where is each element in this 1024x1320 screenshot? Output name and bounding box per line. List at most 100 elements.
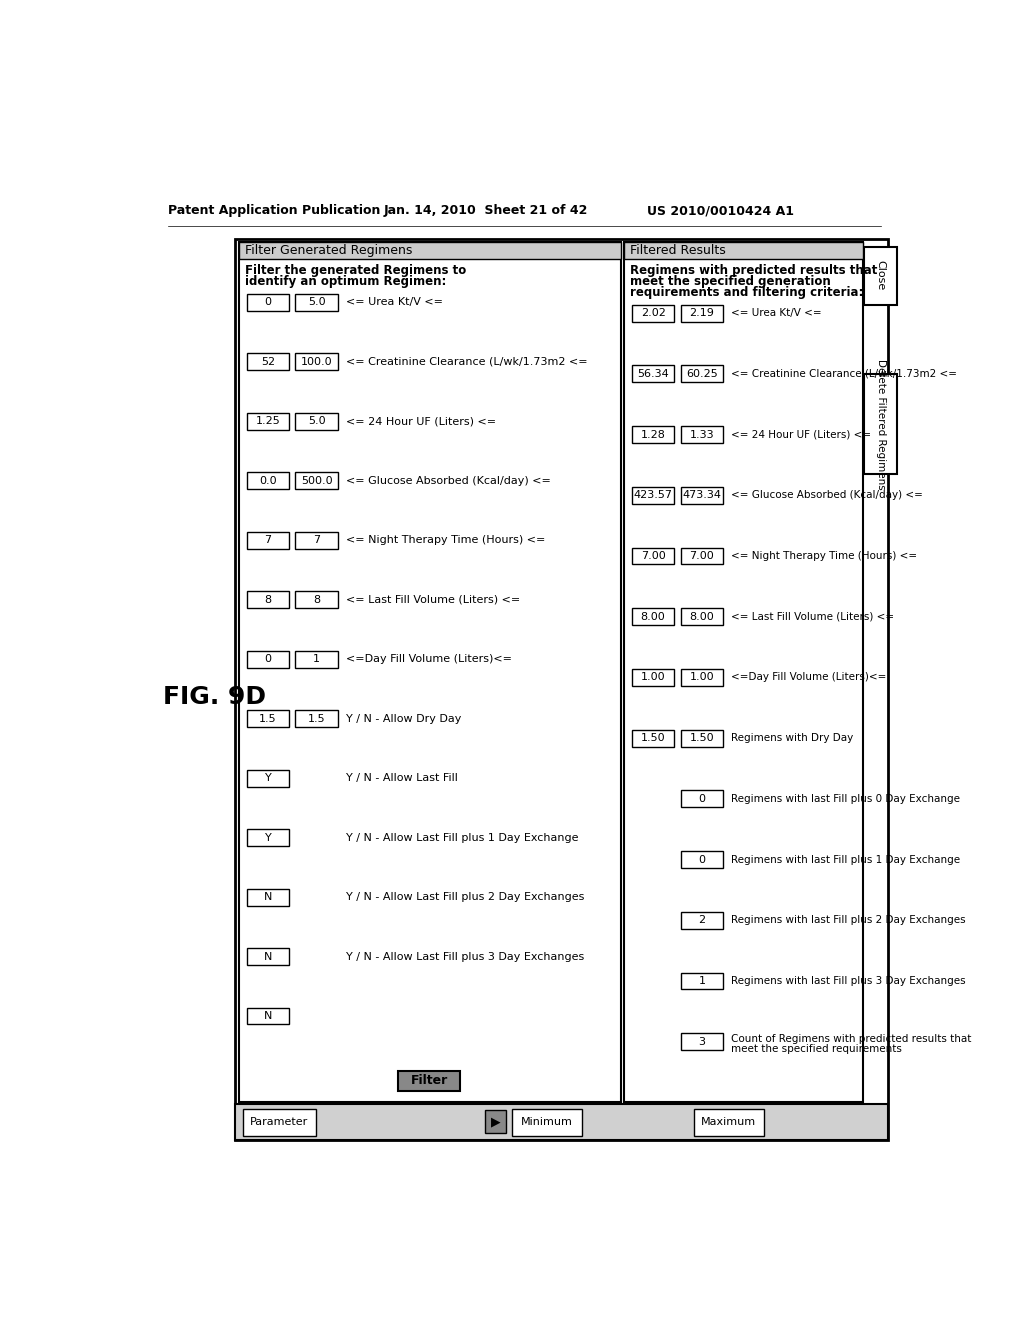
Text: FIG. 9D: FIG. 9D [163,685,266,709]
Bar [247,473,289,490]
Bar [632,426,675,444]
Text: 56.34: 56.34 [637,368,669,379]
Bar [398,1071,461,1090]
Bar [247,1007,289,1024]
Text: 52: 52 [261,356,275,367]
Text: 5.0: 5.0 [308,416,326,426]
Text: 100.0: 100.0 [301,356,333,367]
Bar [247,591,289,609]
Text: N: N [264,1011,272,1020]
Bar [239,242,621,1102]
Text: Regimens with last Fill plus 1 Day Exchange: Regimens with last Fill plus 1 Day Excha… [731,854,961,865]
Bar [295,354,338,371]
Bar [484,1110,506,1133]
Text: 1.00: 1.00 [689,672,714,682]
Text: 0: 0 [698,793,706,804]
Text: 423.57: 423.57 [634,490,673,500]
Text: 1.25: 1.25 [256,416,281,426]
Text: 7: 7 [264,536,271,545]
Bar [681,426,723,444]
Text: Patent Application Publication: Patent Application Publication [168,205,381,218]
Text: <= 24 Hour UF (Liters) <=: <= 24 Hour UF (Liters) <= [731,429,871,440]
Text: 2.19: 2.19 [689,308,715,318]
Bar [247,354,289,371]
Text: <=Day Fill Volume (Liters)<=: <=Day Fill Volume (Liters)<= [346,655,512,664]
Text: meet the specified generation: meet the specified generation [630,275,830,288]
Bar [295,651,338,668]
Text: Filter the generated Regimens to: Filter the generated Regimens to [245,264,466,277]
Bar [247,888,289,906]
Bar [632,548,675,565]
Text: Filtered Results: Filtered Results [630,243,726,256]
Bar [295,591,338,609]
Bar [247,829,289,846]
Bar [681,973,723,990]
Text: Regimens with predicted results that: Regimens with predicted results that [630,264,878,277]
Text: Regimens with last Fill plus 3 Day Exchanges: Regimens with last Fill plus 3 Day Excha… [731,975,966,986]
Text: 2.02: 2.02 [641,308,666,318]
Text: Filter: Filter [411,1074,449,1088]
Text: <= Urea Kt/V <=: <= Urea Kt/V <= [346,297,442,308]
Text: <=Day Fill Volume (Liters)<=: <=Day Fill Volume (Liters)<= [731,672,887,682]
Bar [243,1109,316,1135]
Text: Delete Filtered Regimens: Delete Filtered Regimens [876,359,886,490]
Text: Parameter: Parameter [250,1117,308,1127]
Text: Y / N - Allow Last Fill: Y / N - Allow Last Fill [346,774,458,783]
Bar [295,473,338,490]
Bar [681,487,723,504]
Bar [247,710,289,727]
Text: <= Last Fill Volume (Liters) <=: <= Last Fill Volume (Liters) <= [731,611,894,622]
Text: Filter Generated Regimens: Filter Generated Regimens [245,243,413,256]
Bar [234,239,888,1140]
Bar [247,948,289,965]
Bar [624,242,862,1102]
Text: <= Glucose Absorbed (Kcal/day) <=: <= Glucose Absorbed (Kcal/day) <= [346,475,551,486]
Bar [681,1034,723,1051]
Text: ▶: ▶ [490,1115,500,1129]
Text: 1: 1 [313,655,321,664]
Text: 1.5: 1.5 [259,714,276,723]
Bar [295,413,338,430]
Text: Regimens with last Fill plus 0 Day Exchange: Regimens with last Fill plus 0 Day Excha… [731,793,959,804]
Text: Regimens with last Fill plus 2 Day Exchanges: Regimens with last Fill plus 2 Day Excha… [731,915,966,925]
Bar [681,669,723,686]
Text: 500.0: 500.0 [301,475,333,486]
Text: identify an optimum Regimen:: identify an optimum Regimen: [245,275,446,288]
Bar [681,912,723,929]
Text: <= Night Therapy Time (Hours) <=: <= Night Therapy Time (Hours) <= [346,536,545,545]
Text: 8.00: 8.00 [641,611,666,622]
Text: Y: Y [264,774,271,783]
Bar [239,242,621,259]
Bar [295,532,338,549]
Text: 0: 0 [264,655,271,664]
Bar [247,651,289,668]
Bar [512,1109,583,1135]
Text: 8.00: 8.00 [689,611,715,622]
Bar [632,609,675,626]
Bar [247,532,289,549]
Text: Jan. 14, 2010  Sheet 21 of 42: Jan. 14, 2010 Sheet 21 of 42 [384,205,588,218]
Text: 8: 8 [313,595,321,605]
Text: N: N [264,892,272,902]
Bar [681,305,723,322]
Bar [681,609,723,626]
Bar [864,247,897,305]
Bar [624,242,862,259]
Bar [632,487,675,504]
Text: Close: Close [876,260,886,290]
Text: 7.00: 7.00 [641,550,666,561]
Text: <= Urea Kt/V <=: <= Urea Kt/V <= [731,308,821,318]
Text: 1.50: 1.50 [689,733,714,743]
Text: Y / N - Allow Last Fill plus 1 Day Exchange: Y / N - Allow Last Fill plus 1 Day Excha… [346,833,579,842]
Text: 60.25: 60.25 [686,368,718,379]
Text: 1.50: 1.50 [641,733,666,743]
Text: 473.34: 473.34 [682,490,721,500]
Text: <= Creatinine Clearance (L/wk/1.73m2 <=: <= Creatinine Clearance (L/wk/1.73m2 <= [731,368,957,379]
Text: Y / N - Allow Last Fill plus 2 Day Exchanges: Y / N - Allow Last Fill plus 2 Day Excha… [346,892,584,902]
Text: <= Glucose Absorbed (Kcal/day) <=: <= Glucose Absorbed (Kcal/day) <= [731,490,923,500]
Bar [247,770,289,787]
Text: 1: 1 [698,975,706,986]
Text: Y / N - Allow Last Fill plus 3 Day Exchanges: Y / N - Allow Last Fill plus 3 Day Excha… [346,952,584,961]
Text: US 2010/0010424 A1: US 2010/0010424 A1 [647,205,795,218]
Text: meet the specified requirements: meet the specified requirements [731,1044,902,1053]
